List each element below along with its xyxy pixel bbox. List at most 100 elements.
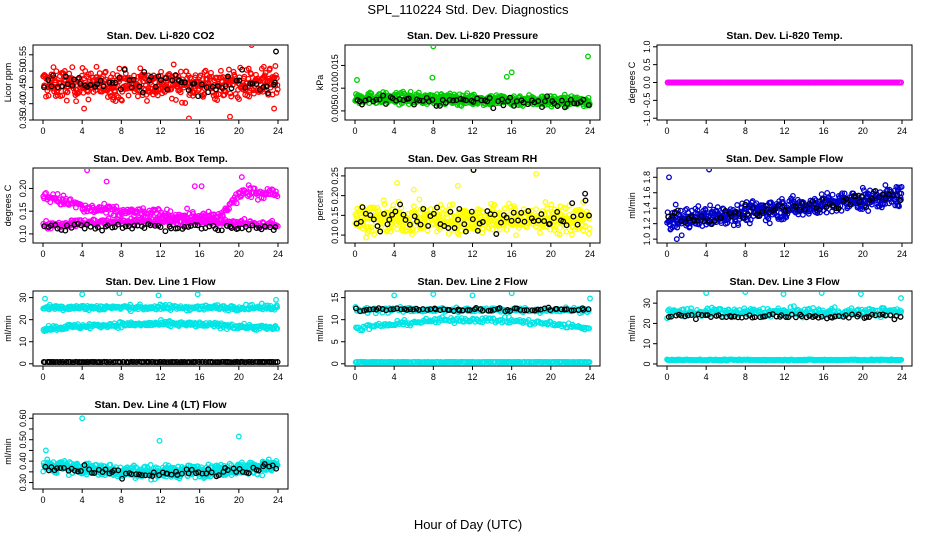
data-point xyxy=(457,95,464,102)
data-point xyxy=(882,182,889,189)
data-point xyxy=(273,296,279,303)
data-point xyxy=(784,206,791,213)
data-point xyxy=(490,105,497,112)
data-point xyxy=(518,209,525,216)
y-tick-label: 0.20 xyxy=(330,187,340,205)
data-point xyxy=(54,191,61,197)
data-point xyxy=(823,209,830,216)
x-tick-label: 8 xyxy=(431,249,436,259)
data-point xyxy=(71,76,77,83)
data-point xyxy=(154,92,161,99)
y-tick-label: 10 xyxy=(18,337,28,347)
data-point xyxy=(58,201,65,208)
data-point xyxy=(882,195,889,201)
data-point xyxy=(61,68,68,74)
data-point xyxy=(762,202,769,209)
data-point xyxy=(410,306,417,313)
data-point xyxy=(172,96,179,103)
data-point xyxy=(802,206,809,213)
data-point xyxy=(401,306,408,313)
data-point xyxy=(747,216,754,223)
data-point xyxy=(368,90,375,97)
data-point xyxy=(370,204,377,211)
data-point xyxy=(463,97,469,104)
y-axis-label: percent xyxy=(315,190,325,221)
data-point xyxy=(272,359,279,365)
data-point xyxy=(64,89,71,95)
data-point xyxy=(115,325,122,332)
data-point xyxy=(139,92,146,99)
data-point xyxy=(371,231,378,238)
data-point xyxy=(558,97,565,104)
data-point xyxy=(869,195,876,202)
data-point xyxy=(451,225,458,231)
data-point xyxy=(445,225,452,231)
data-point xyxy=(198,183,205,190)
data-point xyxy=(198,81,205,88)
data-point xyxy=(852,193,859,199)
data-point xyxy=(393,220,400,227)
data-point xyxy=(471,306,478,313)
data-point xyxy=(233,200,240,207)
y-tick-label: 0.5 xyxy=(642,58,652,71)
data-point xyxy=(496,305,503,312)
data-point xyxy=(144,97,150,104)
data-point xyxy=(248,46,255,48)
data-point xyxy=(474,227,481,234)
points-layer xyxy=(664,79,905,86)
y-tick-label: 0.10 xyxy=(330,226,340,244)
data-point xyxy=(698,212,705,219)
data-point xyxy=(73,98,80,105)
data-point xyxy=(116,292,123,297)
data-point xyxy=(469,216,476,223)
data-point xyxy=(178,79,185,86)
data-point xyxy=(274,304,281,311)
data-point xyxy=(756,213,763,219)
data-point xyxy=(479,219,486,225)
data-point xyxy=(136,83,143,90)
x-tick-label: 20 xyxy=(234,372,244,382)
data-point xyxy=(405,95,412,102)
data-point xyxy=(447,208,454,215)
data-point xyxy=(529,307,536,314)
data-point xyxy=(357,308,364,315)
points-layer xyxy=(40,292,281,365)
data-point xyxy=(46,359,53,365)
data-point xyxy=(487,307,494,314)
x-tick-label: 20 xyxy=(858,372,868,382)
data-point xyxy=(783,214,790,221)
y-tick-label: 0.35 xyxy=(18,111,28,129)
data-point xyxy=(192,222,198,229)
x-tick-label: 8 xyxy=(431,126,436,136)
data-point xyxy=(496,209,503,216)
data-point xyxy=(104,222,111,229)
data-point xyxy=(380,197,387,204)
chart-title: Stan. Dev. Line 3 Flow xyxy=(729,276,840,288)
data-point xyxy=(542,199,549,205)
data-point xyxy=(116,65,123,72)
data-point xyxy=(585,53,591,60)
data-point xyxy=(841,190,848,197)
data-point xyxy=(141,68,148,75)
data-point xyxy=(792,203,799,210)
x-tick-label: 4 xyxy=(80,372,85,382)
data-point xyxy=(62,227,69,234)
data-point xyxy=(164,86,171,93)
data-point xyxy=(112,98,119,105)
data-point xyxy=(191,183,198,190)
data-point xyxy=(139,89,146,96)
data-point xyxy=(414,218,420,225)
data-point xyxy=(819,196,826,203)
y-tick-label: 1.4 xyxy=(642,202,652,215)
data-point xyxy=(141,225,148,232)
data-point xyxy=(249,80,256,87)
x-tick-label: 8 xyxy=(743,249,748,259)
chart-title: Stan. Dev. Line 1 Flow xyxy=(105,276,216,288)
data-point xyxy=(50,72,57,79)
data-point xyxy=(265,90,272,97)
data-point xyxy=(152,83,159,90)
x-tick-label: 8 xyxy=(119,372,124,382)
x-tick-label: 24 xyxy=(273,372,283,382)
data-point xyxy=(561,91,568,98)
data-point xyxy=(227,90,234,97)
